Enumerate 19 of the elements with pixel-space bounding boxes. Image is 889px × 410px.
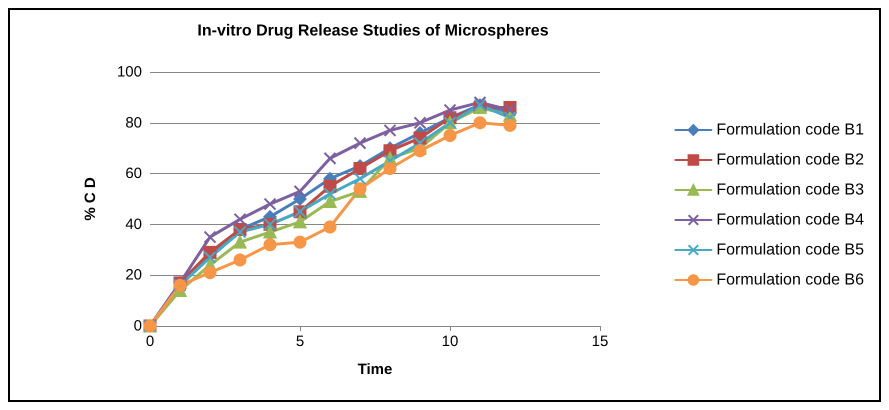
y-tick-label: 100 <box>116 64 142 80</box>
legend-label: Formulation code B5 <box>716 242 864 258</box>
y-tick-label: 40 <box>125 216 142 233</box>
x-tick-label: 15 <box>592 333 608 350</box>
x-tick-label: 10 <box>442 333 458 350</box>
y-tick-label: 60 <box>125 165 142 182</box>
y-tick-label: 20 <box>125 266 142 284</box>
x-axis-title: Time <box>358 361 392 378</box>
y-tick-label: 0 <box>134 318 142 334</box>
y-tick-label: 80 <box>125 114 142 132</box>
legend-label: Formulation code B2 <box>716 152 864 168</box>
legend-label: Formulation code B6 <box>716 272 864 288</box>
x-tick-label: 0 <box>146 333 154 350</box>
legend-label: Formulation code B1 <box>716 122 864 138</box>
x-tick-label: 5 <box>296 333 304 350</box>
y-axis-title: % C D <box>82 177 99 221</box>
legend-label: Formulation code B3 <box>716 182 864 198</box>
chart-title: In-vitro Drug Release Studies of Microspheres <box>197 22 549 40</box>
legend-label: Formulation code B4 <box>716 212 864 228</box>
